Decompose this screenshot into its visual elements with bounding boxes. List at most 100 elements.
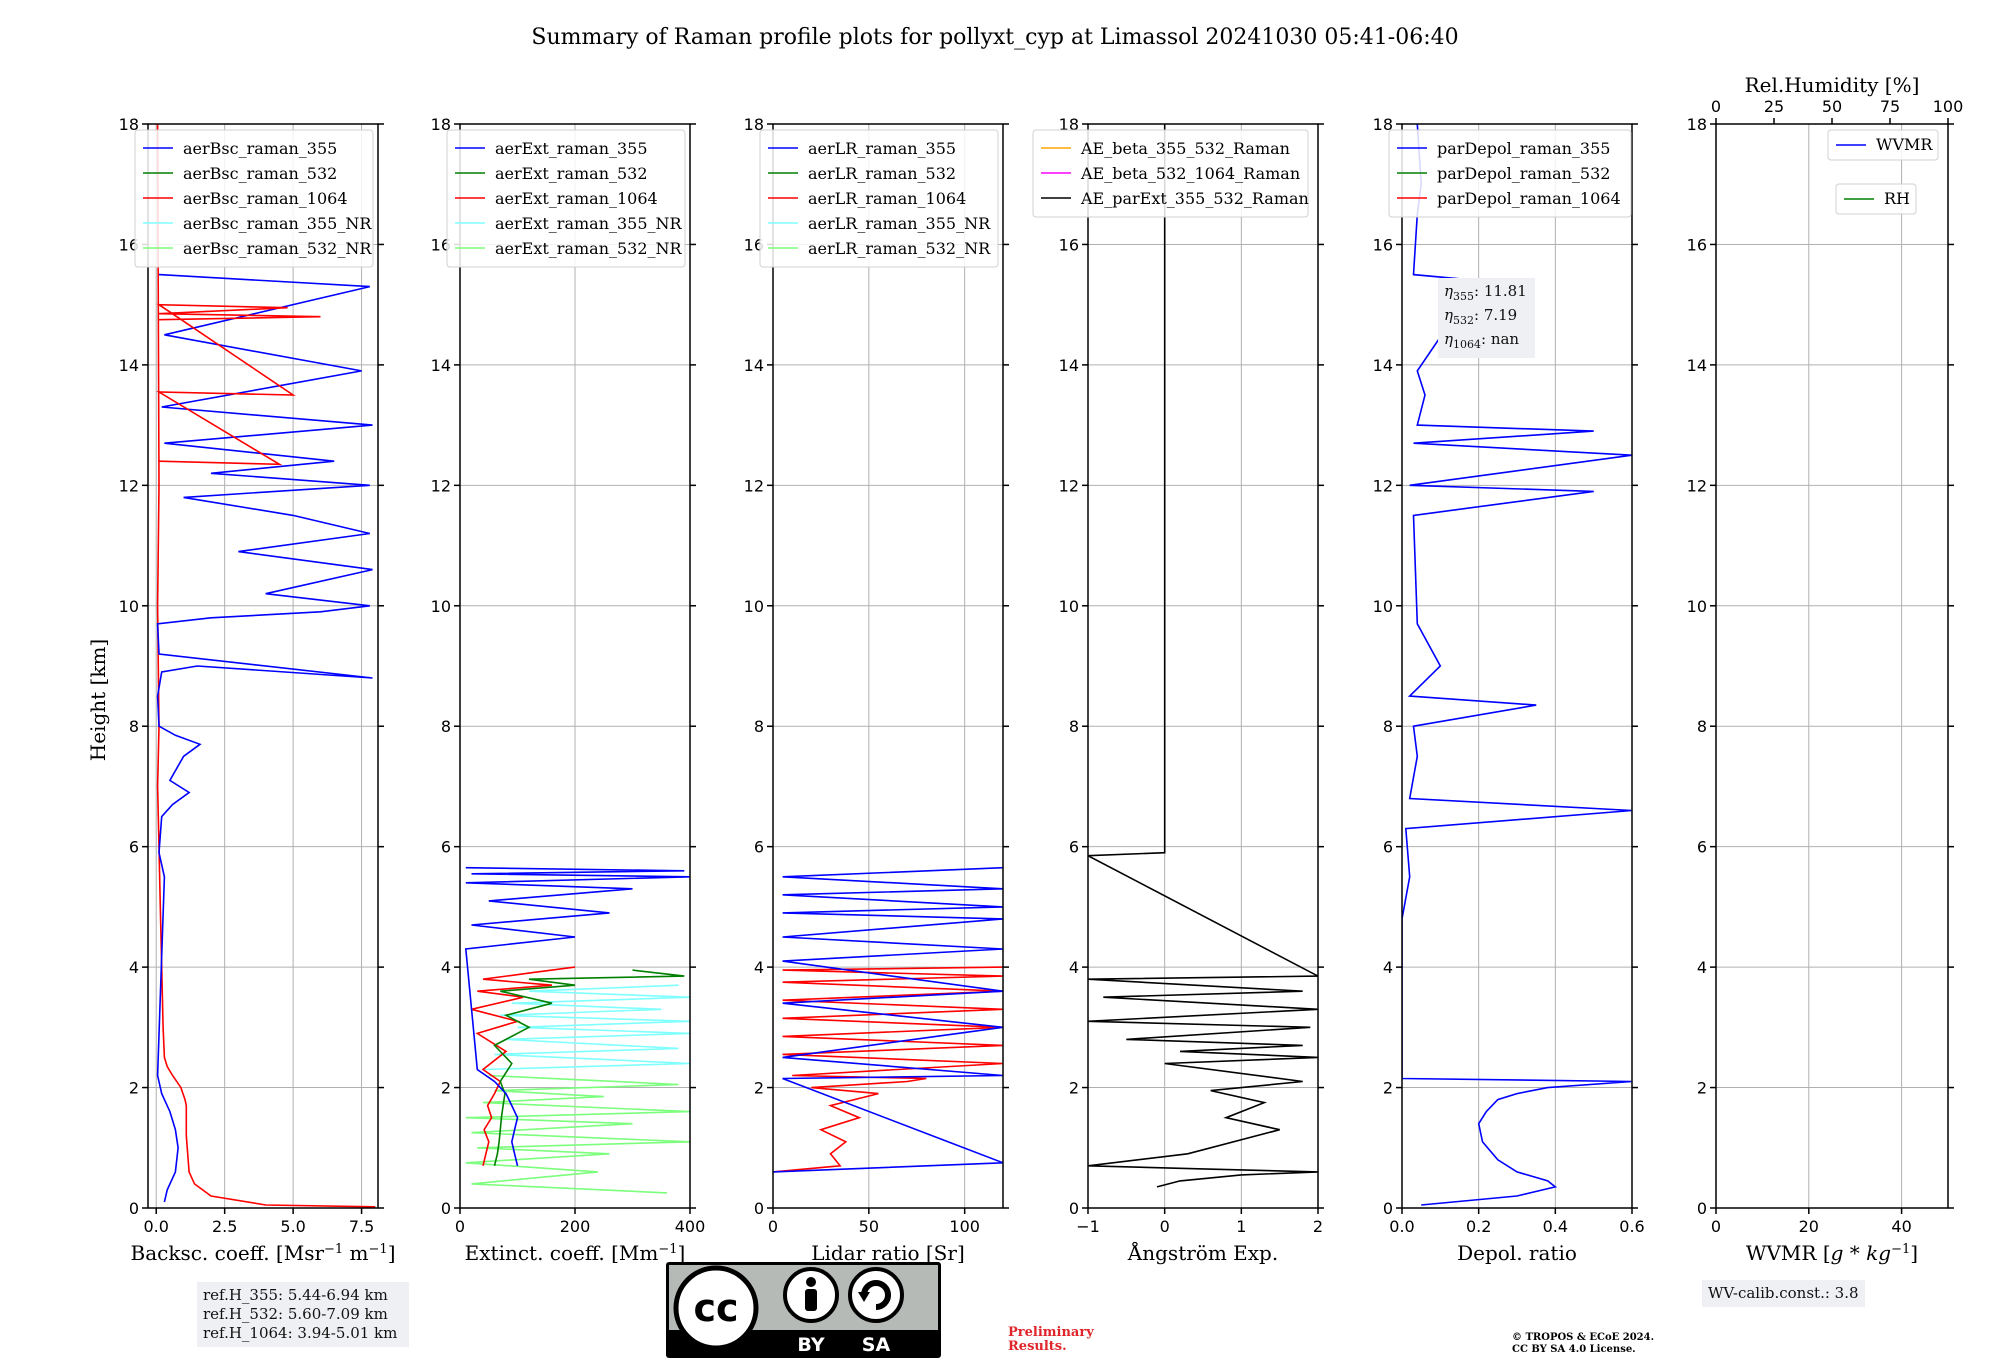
exponent: −1: [658, 1242, 677, 1257]
y-tick-label: 4: [1069, 958, 1079, 977]
axes-frame: [1401, 123, 1633, 1209]
y-tick-label: 8: [754, 717, 764, 736]
legend-box: [1827, 129, 1939, 161]
y-tick-label: 2: [754, 1079, 764, 1098]
legend-entry: aerExt_raman_355: [495, 139, 648, 158]
legend-entry: aerExt_raman_532: [495, 164, 648, 183]
y-tick-label: 12: [119, 476, 139, 495]
y-tick-label: 2: [1697, 1079, 1707, 1098]
x-tick-label: 0.0: [143, 1217, 168, 1236]
label-part: kg: [1866, 1241, 1891, 1265]
y-tick-label: 16: [1059, 235, 1079, 254]
figure-title: Summary of Raman profile plots for polly…: [531, 25, 1458, 50]
y-tick-label: 10: [1373, 597, 1393, 616]
exponent: −1: [324, 1242, 343, 1257]
top-x-tick-label: 50: [1822, 97, 1842, 116]
legend-entry: aerBsc_raman_532_NR: [183, 239, 372, 258]
cc-icon: [673, 1265, 759, 1351]
by-person-body: [805, 1289, 817, 1311]
series-aerExt_raman_355: [464, 866, 690, 1166]
y-tick-label: 8: [1069, 717, 1079, 736]
cc-icon-text: cc: [693, 1286, 738, 1330]
axes-frame: [772, 123, 1004, 1209]
legend-box: [134, 129, 374, 268]
y-tick-label: 4: [441, 958, 451, 977]
legend-box: [1835, 183, 1917, 215]
y-tick-label: 18: [1059, 115, 1079, 134]
eta-box: η355: 11.81 η532: 7.19 η1064: nan: [1438, 278, 1535, 358]
sa-label: SA: [862, 1334, 891, 1356]
legend-entry: WVMR: [1876, 135, 1933, 154]
wv-calib-box: WV-calib.const.: 3.8: [1702, 1280, 1865, 1307]
y-tick-label: 16: [431, 235, 451, 254]
y-tick-label: 6: [754, 838, 764, 857]
y-tick-label: 0: [441, 1199, 451, 1218]
ref-h-355: ref.H_355: 5.44-6.94 km: [203, 1286, 388, 1304]
top-x-tick-label: 25: [1764, 97, 1784, 116]
legend-entry: RH: [1884, 189, 1910, 208]
y-tick-label: 8: [1697, 717, 1707, 736]
top-x-tick-label: 0: [1711, 97, 1721, 116]
reference-height-box: ref.H_355: 5.44-6.94 km ref.H_532: 5.60-…: [197, 1282, 409, 1347]
legend-entry: aerBsc_raman_355_NR: [183, 214, 372, 233]
y-tick-label: 0: [1697, 1199, 1707, 1218]
legend-entry: parDepol_raman_532: [1437, 164, 1610, 183]
series-AE_parExt_355_532_Raman: [1088, 124, 1318, 1188]
y-tick-label: 6: [441, 838, 451, 857]
legend-entry: aerLR_raman_355_NR: [808, 214, 991, 233]
y-tick-label: 14: [119, 356, 139, 375]
y-tick-label: 10: [744, 597, 764, 616]
label-part: Extinct. coeff. [Mm: [465, 1241, 659, 1265]
x-tick-label: 100: [949, 1217, 980, 1236]
sa-arrow: [858, 1292, 870, 1302]
y-tick-label: 12: [431, 476, 451, 495]
y-tick-label: 2: [1069, 1079, 1079, 1098]
y-tick-label: 10: [431, 597, 451, 616]
x-axis-label: Ångström Exp.: [1127, 1240, 1278, 1265]
y-tick-label: 10: [1059, 597, 1079, 616]
y-tick-label: 16: [1687, 235, 1707, 254]
y-tick-label: 18: [119, 115, 139, 134]
series-aerBsc_raman_1064_spikes: [156, 303, 321, 466]
y-tick-label: 14: [1059, 356, 1079, 375]
x-tick-label: 0: [768, 1217, 778, 1236]
y-tick-label: 4: [1697, 958, 1707, 977]
axes-frame: [1715, 123, 1949, 1209]
cc-by-sa-license-badge: cc BY SA: [666, 1262, 941, 1358]
axes-frame: [147, 123, 379, 1209]
y-tick-label: 12: [1687, 476, 1707, 495]
series-aerExt_raman_532_NR: [465, 1074, 690, 1194]
legend-box: [446, 129, 686, 268]
y-tick-label: 0: [129, 1199, 139, 1218]
y-tick-label: 6: [1697, 838, 1707, 857]
y-tick-label: 12: [744, 476, 764, 495]
legend-entry: aerExt_raman_355_NR: [495, 214, 683, 233]
y-tick-label: 16: [119, 235, 139, 254]
y-tick-label: 0: [1069, 1199, 1079, 1218]
x-tick-label: 0.6: [1619, 1217, 1644, 1236]
legend-entry: parDepol_raman_355: [1437, 139, 1610, 158]
x-tick-label: −1: [1076, 1217, 1100, 1236]
y-tick-label: 6: [129, 838, 139, 857]
legend-entry: aerExt_raman_1064: [495, 189, 658, 208]
sa-arc: [861, 1280, 891, 1310]
exponent: −1: [1891, 1242, 1910, 1257]
series-aerExt_raman_532: [493, 969, 685, 1166]
legend-entry: aerBsc_raman_532: [183, 164, 337, 183]
legend-entry: aerLR_raman_355: [808, 139, 956, 158]
copyright-line-2: CC BY SA 4.0 License.: [1512, 1344, 1636, 1355]
y-tick-label: 4: [1383, 958, 1393, 977]
series-aerBsc_raman_1064: [156, 124, 376, 1208]
y-axis-label: Height [km]: [86, 639, 110, 761]
y-tick-label: 16: [1373, 235, 1393, 254]
legend-box: [1032, 129, 1309, 218]
copyright-note: © TROPOS & ECoE 2024. CC BY SA 4.0 Licen…: [1512, 1332, 1654, 1356]
x-tick-label: 2.5: [212, 1217, 237, 1236]
legend-entry: aerLR_raman_1064: [808, 189, 966, 208]
y-tick-label: 2: [129, 1079, 139, 1098]
legend-entry: aerExt_raman_532_NR: [495, 239, 683, 258]
legend-entry: aerLR_raman_532_NR: [808, 239, 991, 258]
label-part: m: [343, 1241, 368, 1265]
